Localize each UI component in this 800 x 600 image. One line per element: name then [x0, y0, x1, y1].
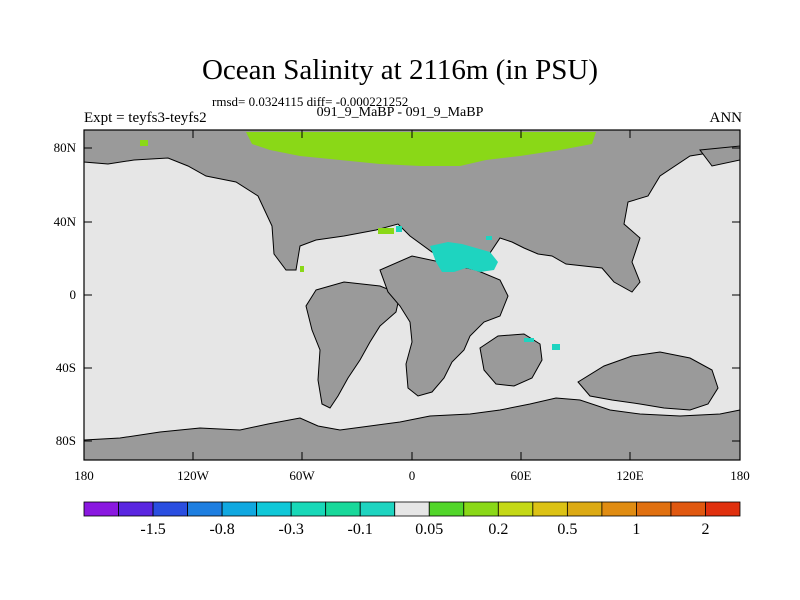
season-label: ANN [709, 110, 743, 126]
anomaly-negative-spot-3 [524, 338, 534, 342]
stats-text: rmsd= 0.0324115 diff= -0.000221252 [212, 94, 409, 109]
colorbar-box [152, 501, 188, 517]
lon-tick-180w: 180 [74, 468, 94, 483]
lon-tick-120e: 120E [616, 468, 644, 483]
colorbar-box [463, 501, 499, 517]
colorbar-label: 0.2 [488, 521, 508, 538]
colorbar-label: -1.5 [140, 521, 165, 538]
anomaly-negative-spot-2 [486, 236, 492, 240]
map-panel [83, 129, 741, 461]
colorbar-box [670, 501, 706, 517]
lat-tick-40s: 40S [56, 360, 76, 375]
anomaly-positive-arctic [246, 132, 596, 166]
landmass-antarctica [83, 397, 741, 461]
colorbar-label: -0.1 [348, 521, 373, 538]
lat-tick-40n: 40N [54, 214, 77, 229]
lon-tick-60e: 60E [511, 468, 532, 483]
colorbar-label: 2 [701, 521, 709, 538]
colorbar-label: 1 [632, 521, 640, 538]
landmass-africa [379, 255, 509, 397]
colorbar-box [532, 501, 568, 517]
colorbar-box [497, 501, 534, 517]
colorbar-box [187, 501, 223, 517]
colorbar-label: -0.3 [278, 521, 303, 538]
colorbar-label: 0.05 [415, 521, 443, 538]
case-label: 091_9_MaBP - 091_9_MaBP [316, 105, 484, 120]
map-title: Ocean Salinity at 2116m (in PSU) [201, 54, 599, 86]
anomaly-positive-spot [300, 266, 304, 272]
colorbar-box [705, 501, 741, 517]
lon-axis [83, 130, 631, 460]
colorbar-box [428, 501, 465, 517]
landmass-australia [577, 351, 719, 411]
anomaly-negative-spot-1 [396, 226, 402, 232]
colorbar-labels: -1.5 -0.8 -0.3 -0.1 0.05 0.2 0.5 1 2 [140, 521, 709, 538]
colorbar-box [256, 501, 292, 517]
colorbar-box [118, 501, 154, 517]
lat-tick-80s: 80S [56, 433, 76, 448]
landmass-india [479, 333, 543, 387]
colorbar-box [290, 501, 327, 517]
colorbar-box [566, 501, 603, 517]
colorbar-box [359, 501, 396, 517]
lon-tick-120w: 120W [177, 468, 210, 483]
colorbar-box [601, 501, 637, 517]
colorbar-box [636, 501, 672, 517]
lat-tick-80n: 80N [54, 140, 77, 155]
lon-tick-60w: 60W [289, 468, 315, 483]
colorbar-label: 0.5 [557, 521, 577, 538]
colorbar-box [83, 501, 119, 517]
anomaly-positive-small [140, 140, 148, 146]
colorbar-box [221, 501, 258, 517]
experiment-label: Expt = teyfs3-teyfs2 [84, 110, 207, 126]
colorbar-box [394, 501, 430, 517]
anomaly-negative-tethys [430, 242, 498, 272]
anomaly-positive-tethys [378, 228, 394, 234]
lon-tick-180e: 180 [730, 468, 750, 483]
lat-axis [84, 147, 740, 442]
colorbar-label: -0.8 [209, 521, 234, 538]
colorbar-box [325, 501, 361, 517]
lon-tick-0: 0 [409, 468, 416, 483]
colorbar [83, 501, 741, 517]
anomaly-negative-spot-4 [552, 344, 560, 350]
lat-tick-0: 0 [70, 287, 77, 302]
